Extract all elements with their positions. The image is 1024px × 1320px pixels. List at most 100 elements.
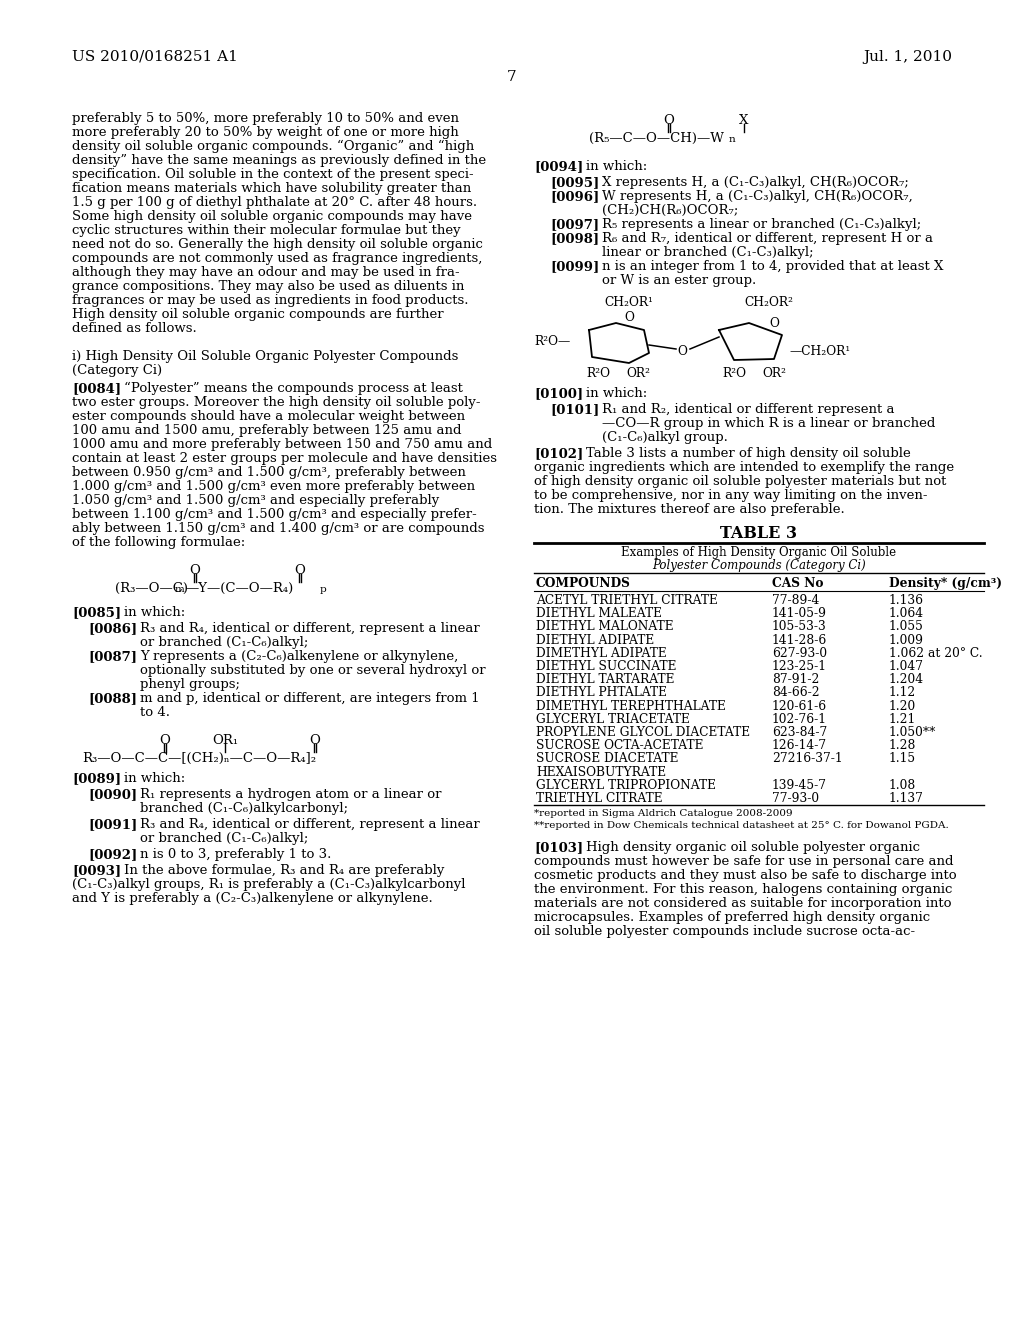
Text: High density organic oil soluble polyester organic: High density organic oil soluble polyest… (586, 841, 920, 854)
Text: cosmetic products and they must also be safe to discharge into: cosmetic products and they must also be … (534, 869, 956, 882)
Text: m and p, identical or different, are integers from 1: m and p, identical or different, are int… (140, 692, 479, 705)
Text: SUCROSE DIACETATE: SUCROSE DIACETATE (536, 752, 679, 766)
Text: 1.08: 1.08 (889, 779, 916, 792)
Text: tion. The mixtures thereof are also preferable.: tion. The mixtures thereof are also pref… (534, 503, 845, 516)
Text: [0086]: [0086] (88, 622, 137, 635)
Text: [0097]: [0097] (550, 218, 599, 231)
Text: to be comprehensive, nor in any way limiting on the inven-: to be comprehensive, nor in any way limi… (534, 488, 928, 502)
Text: optionally substituted by one or several hydroxyl or: optionally substituted by one or several… (140, 664, 485, 677)
Text: n: n (729, 135, 736, 144)
Text: DIETHYL SUCCINATE: DIETHYL SUCCINATE (536, 660, 677, 673)
Text: CH₂OR²: CH₂OR² (744, 296, 794, 309)
Text: TABLE 3: TABLE 3 (721, 525, 798, 543)
Text: —Y—(C—O—R₄): —Y—(C—O—R₄) (185, 582, 293, 595)
Text: [0089]: [0089] (72, 772, 121, 785)
Text: [0091]: [0091] (88, 818, 137, 832)
Text: OR₁: OR₁ (212, 734, 238, 747)
Text: more preferably 20 to 50% by weight of one or more high: more preferably 20 to 50% by weight of o… (72, 125, 459, 139)
Text: in which:: in which: (586, 160, 647, 173)
Text: need not do so. Generally the high density oil soluble organic: need not do so. Generally the high densi… (72, 238, 483, 251)
Text: 120-61-6: 120-61-6 (772, 700, 827, 713)
Text: or branched (C₁-C₆)alkyl;: or branched (C₁-C₆)alkyl; (140, 832, 308, 845)
Text: p: p (319, 585, 327, 594)
Text: PROPYLENE GLYCOL DIACETATE: PROPYLENE GLYCOL DIACETATE (536, 726, 751, 739)
Text: 77-89-4: 77-89-4 (772, 594, 819, 607)
Text: 1.055: 1.055 (889, 620, 924, 634)
Text: 141-28-6: 141-28-6 (772, 634, 827, 647)
Text: DIMETHYL TEREPHTHALATE: DIMETHYL TEREPHTHALATE (536, 700, 726, 713)
Text: 627-93-0: 627-93-0 (772, 647, 827, 660)
Text: 27216-37-1: 27216-37-1 (772, 752, 843, 766)
Text: linear or branched (C₁-C₃)alkyl;: linear or branched (C₁-C₃)alkyl; (602, 246, 814, 259)
Text: fication means materials which have solubility greater than: fication means materials which have solu… (72, 182, 471, 195)
Text: X: X (739, 114, 749, 127)
Text: branched (C₁-C₆)alkylcarbonyl;: branched (C₁-C₆)alkylcarbonyl; (140, 803, 348, 814)
Text: 102-76-1: 102-76-1 (772, 713, 827, 726)
Text: [0098]: [0098] (550, 232, 599, 246)
Text: R₃—O—C—C—[(CH₂)ₙ—C—O—R₄]₂: R₃—O—C—C—[(CH₂)ₙ—C—O—R₄]₂ (82, 752, 316, 766)
Text: n is 0 to 3, preferably 1 to 3.: n is 0 to 3, preferably 1 to 3. (140, 847, 332, 861)
Text: defined as follows.: defined as follows. (72, 322, 197, 335)
Text: O: O (160, 734, 170, 747)
Text: High density oil soluble organic compounds are further: High density oil soluble organic compoun… (72, 308, 443, 321)
Text: Polyester Compounds (Category Ci): Polyester Compounds (Category Ci) (652, 558, 866, 572)
Text: 1.062 at 20° C.: 1.062 at 20° C. (889, 647, 983, 660)
Text: n is an integer from 1 to 4, provided that at least X: n is an integer from 1 to 4, provided th… (602, 260, 943, 273)
Text: 139-45-7: 139-45-7 (772, 779, 827, 792)
Text: Density* (g/cm³): Density* (g/cm³) (889, 577, 1002, 590)
Text: [0092]: [0092] (88, 847, 137, 861)
Text: DIETHYL MALONATE: DIETHYL MALONATE (536, 620, 674, 634)
Text: CAS No: CAS No (772, 577, 823, 590)
Text: 1.12: 1.12 (889, 686, 916, 700)
Text: 1.064: 1.064 (889, 607, 924, 620)
Text: [0100]: [0100] (534, 387, 583, 400)
Text: in which:: in which: (124, 772, 185, 785)
Text: [0103]: [0103] (534, 841, 583, 854)
Text: OR²: OR² (762, 367, 786, 380)
Text: of high density organic oil soluble polyester materials but not: of high density organic oil soluble poly… (534, 475, 946, 488)
Text: [0094]: [0094] (534, 160, 584, 173)
Text: or W is an ester group.: or W is an ester group. (602, 275, 757, 286)
Text: 1.137: 1.137 (889, 792, 924, 805)
Text: (R₃—O—C): (R₃—O—C) (115, 582, 188, 595)
Text: fragrances or may be used as ingredients in food products.: fragrances or may be used as ingredients… (72, 294, 469, 308)
Text: R₅ represents a linear or branched (C₁-C₃)alkyl;: R₅ represents a linear or branched (C₁-C… (602, 218, 922, 231)
Text: GLYCERYL TRIACETATE: GLYCERYL TRIACETATE (536, 713, 690, 726)
Text: R₃ and R₄, identical or different, represent a linear: R₃ and R₄, identical or different, repre… (140, 622, 480, 635)
Text: DIMETHYL ADIPATE: DIMETHYL ADIPATE (536, 647, 667, 660)
Text: O: O (624, 312, 634, 323)
Text: density oil soluble organic compounds. “Organic” and “high: density oil soluble organic compounds. “… (72, 140, 474, 153)
Text: [0085]: [0085] (72, 606, 121, 619)
Text: 100 amu and 1500 amu, preferably between 125 amu and: 100 amu and 1500 amu, preferably between… (72, 424, 462, 437)
Text: 1.050 g/cm³ and 1.500 g/cm³ and especially preferably: 1.050 g/cm³ and 1.500 g/cm³ and especial… (72, 494, 439, 507)
Text: DIETHYL ADIPATE: DIETHYL ADIPATE (536, 634, 654, 647)
Text: of the following formulae:: of the following formulae: (72, 536, 246, 549)
Text: (Category Ci): (Category Ci) (72, 364, 162, 378)
Text: DIETHYL MALEATE: DIETHYL MALEATE (536, 607, 662, 620)
Text: R₁ represents a hydrogen atom or a linear or: R₁ represents a hydrogen atom or a linea… (140, 788, 441, 801)
Text: (R₅—C—O—CH)—W: (R₅—C—O—CH)—W (589, 132, 724, 145)
Text: compounds are not commonly used as fragrance ingredients,: compounds are not commonly used as fragr… (72, 252, 482, 265)
Text: 1.050**: 1.050** (889, 726, 936, 739)
Text: 1.204: 1.204 (889, 673, 924, 686)
Text: 7: 7 (507, 70, 517, 84)
Text: density” have the same meanings as previously defined in the: density” have the same meanings as previ… (72, 154, 486, 168)
Text: OR²: OR² (626, 367, 650, 380)
Text: microcapsules. Examples of preferred high density organic: microcapsules. Examples of preferred hig… (534, 911, 930, 924)
Text: (CH₂)CH(R₆)OCOR₇;: (CH₂)CH(R₆)OCOR₇; (602, 205, 738, 216)
Text: In the above formulae, R₃ and R₄ are preferably: In the above formulae, R₃ and R₄ are pre… (124, 865, 444, 876)
Text: 1.15: 1.15 (889, 752, 916, 766)
Text: 1.5 g per 100 g of diethyl phthalate at 20° C. after 48 hours.: 1.5 g per 100 g of diethyl phthalate at … (72, 195, 477, 209)
Text: in which:: in which: (124, 606, 185, 619)
Text: W represents H, a (C₁-C₃)alkyl, CH(R₆)OCOR₇,: W represents H, a (C₁-C₃)alkyl, CH(R₆)OC… (602, 190, 912, 203)
Text: 105-53-3: 105-53-3 (772, 620, 826, 634)
Text: 141-05-9: 141-05-9 (772, 607, 827, 620)
Text: ably between 1.150 g/cm³ and 1.400 g/cm³ or are compounds: ably between 1.150 g/cm³ and 1.400 g/cm³… (72, 521, 484, 535)
Text: in which:: in which: (586, 387, 647, 400)
Text: R₆ and R₇, identical or different, represent H or a: R₆ and R₇, identical or different, repre… (602, 232, 933, 246)
Text: *reported in Sigma Aldrich Catalogue 2008-2009: *reported in Sigma Aldrich Catalogue 200… (534, 809, 793, 818)
Text: 77-93-0: 77-93-0 (772, 792, 819, 805)
Text: [0096]: [0096] (550, 190, 599, 203)
Text: DIETHYL TARTARATE: DIETHYL TARTARATE (536, 673, 675, 686)
Text: the environment. For this reason, halogens containing organic: the environment. For this reason, haloge… (534, 883, 952, 896)
